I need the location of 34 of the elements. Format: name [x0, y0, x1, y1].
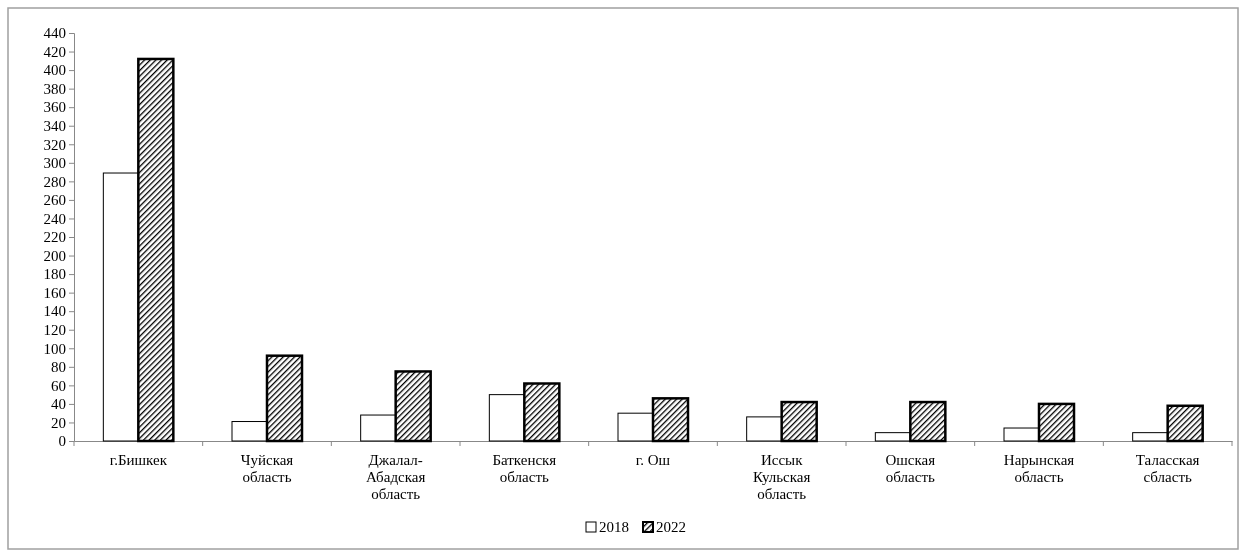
y-tick-label: 20	[51, 414, 66, 431]
y-tick-label: 400	[43, 62, 66, 79]
y-tick-label: 300	[43, 155, 66, 172]
y-tick-label: 380	[43, 80, 66, 97]
y-tick-label: 360	[43, 99, 66, 116]
y-tick-label: 160	[43, 284, 66, 301]
y-tick-label: 240	[43, 210, 66, 227]
y-tick-label: 0	[58, 433, 66, 450]
x-tick-label: Ошская область	[885, 452, 936, 485]
x-tick-label: г.Бишкек	[109, 452, 168, 468]
y-tick-label: 80	[51, 359, 66, 376]
legend-label: 2022	[656, 519, 686, 535]
y-tick-label: 100	[43, 340, 66, 357]
y-tick-label: 220	[43, 229, 66, 246]
x-tick-label: Баткенскя область	[492, 452, 557, 485]
y-tick-label: 60	[51, 377, 66, 394]
y-tick-label: 320	[43, 136, 66, 153]
x-tick-label: Чуйская область	[240, 452, 294, 485]
legend-label: 2018	[599, 519, 629, 535]
y-tick-label: 260	[43, 192, 66, 209]
y-tick-label: 440	[43, 25, 66, 42]
y-tick-label: 40	[51, 396, 66, 413]
x-tick-label: Джалал-Абадская область	[366, 452, 426, 502]
x-tick-label: Нарынская область	[1003, 452, 1075, 485]
y-tick-label: 200	[43, 247, 66, 264]
y-tick-label: 140	[43, 303, 66, 320]
y-tick-label: 340	[43, 118, 66, 135]
x-tick-label: г. Ош	[635, 452, 671, 468]
x-tick-label: Иссык Кульская область	[753, 452, 811, 502]
x-tick-label: Таласская сбласть	[1135, 452, 1200, 485]
y-tick-label: 280	[43, 173, 66, 190]
y-tick-label: 180	[43, 266, 66, 283]
y-tick-label: 420	[43, 43, 66, 60]
y-tick-label: 120	[43, 322, 66, 339]
